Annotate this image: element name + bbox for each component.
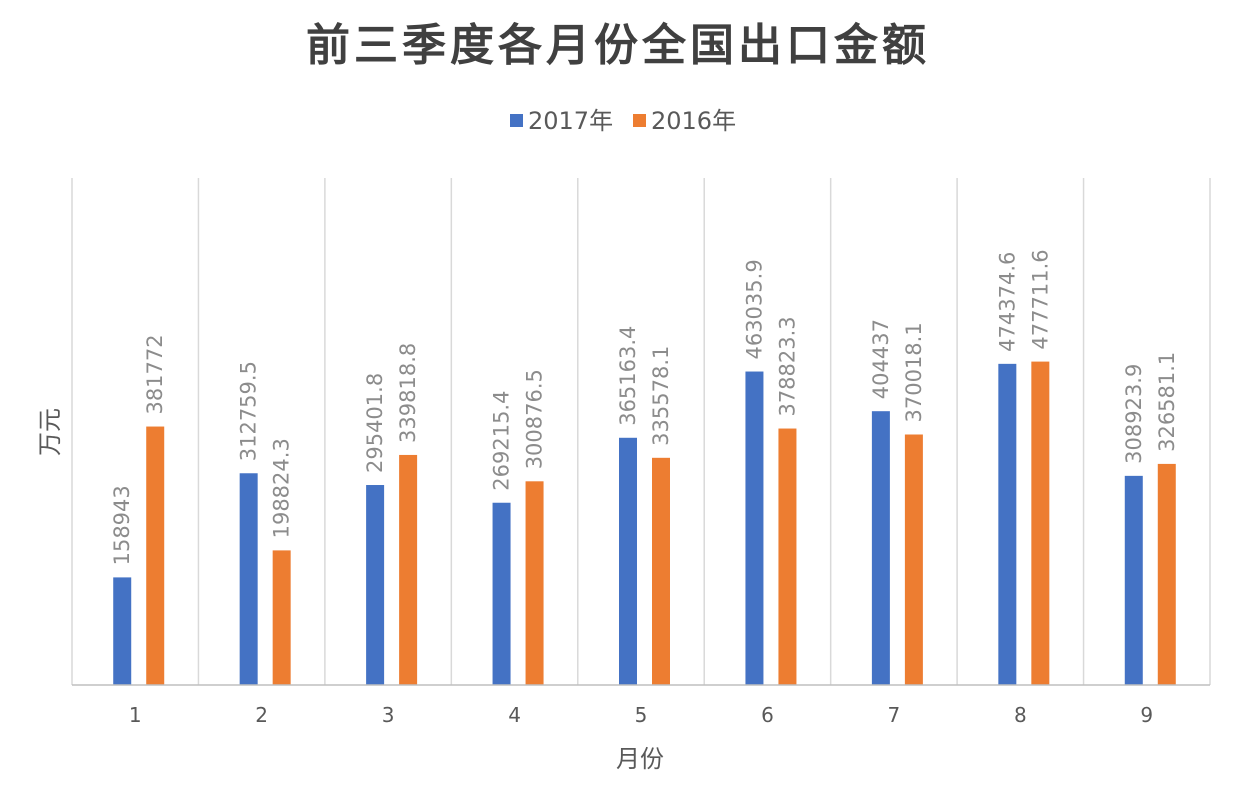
data-label: 339818.8	[396, 343, 420, 443]
data-label: 158943	[110, 485, 134, 565]
data-label: 198824.3	[270, 438, 294, 538]
legend-swatch-2017	[510, 114, 523, 127]
chart-title: 前三季度各月份全国出口金额	[306, 20, 930, 71]
data-label: 308923.9	[1122, 364, 1146, 464]
bar-2016年-1	[146, 426, 165, 685]
bar-2017年-3	[366, 485, 385, 685]
y-axis-label: 万元	[36, 408, 64, 456]
data-label: 474374.6	[995, 252, 1019, 352]
x-tick-label: 8	[1014, 703, 1027, 727]
data-label: 295401.8	[363, 373, 387, 473]
legend-label-2017: 2017年	[528, 107, 613, 135]
bar-2017年-2	[239, 473, 258, 685]
x-tick-label: 6	[761, 703, 774, 727]
legend-swatch-2016	[633, 114, 646, 127]
bar-2016年-3	[399, 454, 418, 685]
bar-2016年-2	[272, 550, 291, 685]
bar-2016年-4	[525, 481, 544, 685]
x-tick-label: 3	[382, 703, 395, 727]
data-label: 269215.4	[490, 391, 514, 491]
bar-2017年-8	[998, 363, 1017, 685]
bar-2016年-9	[1157, 463, 1176, 685]
data-label: 477711.6	[1028, 249, 1052, 349]
x-tick-label: 7	[888, 703, 901, 727]
data-label: 300876.5	[523, 369, 547, 469]
x-axis-label: 月份	[616, 745, 664, 773]
bar-2016年-7	[904, 434, 923, 685]
bar-2017年-5	[619, 437, 637, 685]
x-tick-label: 4	[508, 703, 521, 727]
legend-label-2016: 2016年	[651, 107, 736, 135]
data-label: 326581.1	[1155, 352, 1179, 452]
bar-2016年-5	[652, 457, 670, 685]
data-label: 312759.5	[237, 361, 261, 461]
bar-2016年-6	[778, 428, 797, 685]
bar-2017年-9	[1124, 475, 1143, 685]
bar-2016年-8	[1031, 361, 1050, 685]
x-tick-label: 5	[635, 703, 648, 727]
legend: 2017年 2016年	[510, 107, 736, 135]
bar-2017年-6	[745, 371, 764, 685]
x-tick-label: 9	[1140, 703, 1153, 727]
data-label: 381772	[143, 334, 167, 414]
x-tick-label: 2	[255, 703, 268, 727]
data-label: 404437	[869, 319, 893, 399]
data-label: 335578.1	[649, 346, 673, 446]
bar-2017年-7	[871, 411, 890, 685]
x-tick-label: 1	[129, 703, 142, 727]
data-label: 370018.1	[902, 322, 926, 422]
data-label: 463035.9	[742, 259, 766, 359]
data-label: 378823.3	[775, 316, 799, 416]
bar-2017年-1	[113, 577, 132, 685]
data-label: 365163.4	[616, 326, 640, 426]
bar-2017年-4	[492, 502, 511, 685]
